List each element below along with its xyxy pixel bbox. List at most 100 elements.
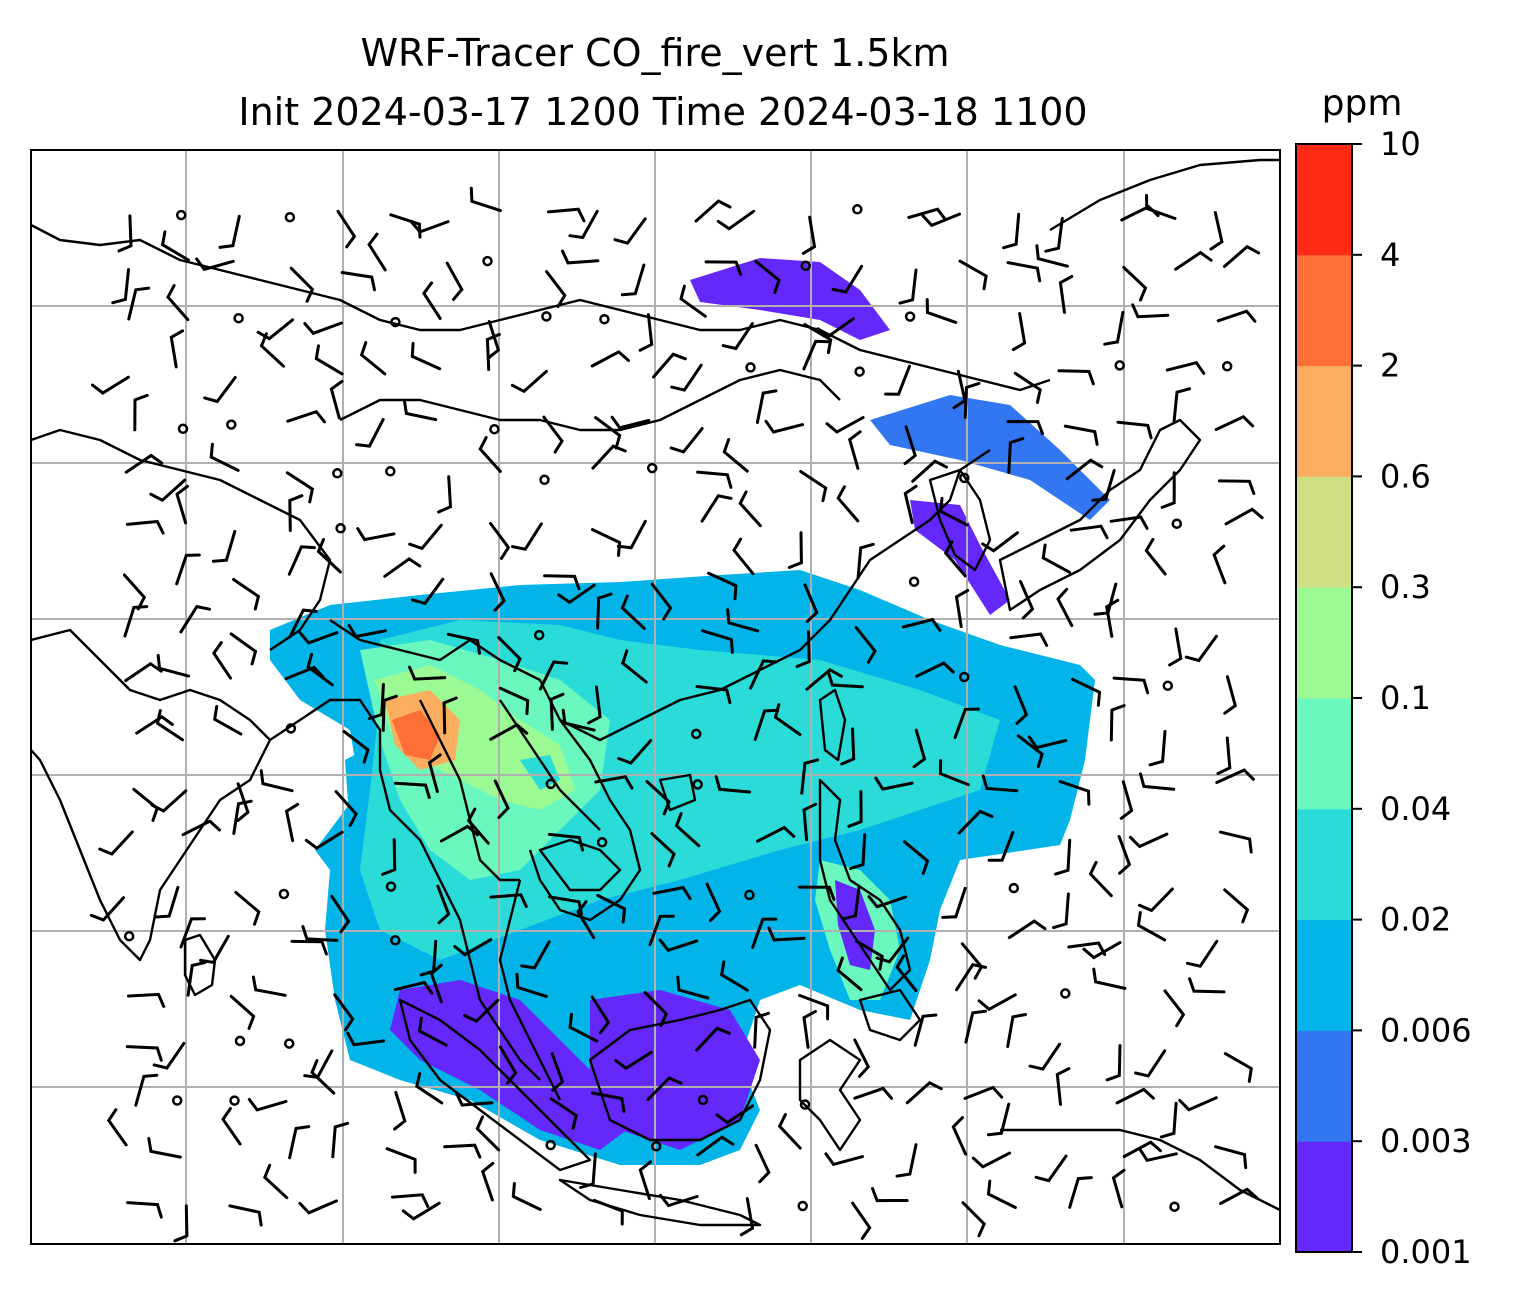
wind-barb	[694, 199, 732, 223]
wind-barb	[854, 626, 877, 664]
wind-barb	[646, 1076, 683, 1101]
wind-barb	[802, 339, 831, 371]
wind-barb	[175, 484, 189, 525]
wind-barb	[695, 1026, 731, 1052]
wind-barb	[117, 214, 133, 253]
wind-barb	[422, 281, 442, 320]
wind-barb	[874, 776, 914, 791]
wind-barb	[1006, 420, 1044, 436]
wind-barb	[179, 917, 206, 949]
calm-wind-marker	[958, 671, 970, 683]
wind-barb	[911, 459, 948, 483]
wind-barb	[912, 728, 927, 769]
wind-barb	[1034, 1154, 1068, 1183]
wind-barb	[617, 739, 653, 765]
calm-wind-marker	[489, 423, 500, 435]
border-cambodia	[538, 838, 622, 892]
title-line-2: Init 2024-03-17 1200 Time 2024-03-18 110…	[238, 90, 1087, 134]
wind-barb	[1007, 919, 1047, 940]
wind-barb	[831, 264, 864, 294]
wind-barb	[1103, 310, 1125, 346]
wind-barb	[797, 885, 836, 901]
wind-barb	[123, 605, 149, 638]
field-northeast-plume	[870, 395, 1110, 520]
wind-barb	[89, 896, 125, 922]
wind-barb	[1160, 471, 1176, 509]
wind-barb	[480, 1161, 495, 1202]
wind-barb	[964, 1009, 988, 1044]
wind-barb	[1058, 780, 1091, 806]
wind-barb	[329, 379, 344, 420]
wind-barb	[127, 992, 166, 1008]
wind-barb	[620, 594, 646, 630]
border-china-west	[31, 428, 332, 651]
wind-barb	[568, 1012, 599, 1043]
calm-wind-marker	[904, 311, 916, 322]
wind-barb	[1223, 888, 1250, 924]
wind-barb	[1011, 312, 1027, 352]
wind-barb	[1214, 415, 1255, 431]
wind-barb	[367, 232, 387, 272]
calm-wind-marker	[233, 312, 244, 324]
wind-barb	[469, 186, 502, 213]
wind-barb	[613, 217, 647, 245]
wind-barb	[849, 833, 867, 870]
wind-barb	[986, 1102, 1011, 1137]
wind-barb	[726, 608, 760, 633]
field-malaya-low	[390, 980, 640, 1150]
colorbar-segment	[1296, 254, 1352, 367]
colorbar-tick-label: 0.02	[1380, 901, 1451, 939]
wind-barb	[385, 1147, 417, 1174]
coast-mindanao	[858, 988, 922, 1042]
wind-barb	[286, 409, 326, 424]
wind-barb	[767, 926, 806, 942]
wind-barb	[614, 1050, 653, 1071]
wind-barb	[1056, 587, 1074, 628]
wind-barb	[489, 572, 506, 612]
calm-wind-marker	[745, 362, 756, 373]
wind-barb	[333, 993, 355, 1032]
wind-barb	[1218, 830, 1253, 854]
wind-barb	[1054, 838, 1072, 876]
colorbar-segment	[1296, 587, 1352, 699]
wind-barb	[498, 1045, 518, 1085]
wind-barb	[798, 993, 830, 1021]
wind-barb	[288, 608, 318, 639]
wind-barb	[124, 453, 164, 474]
colorbar-tick-label: 0.3	[1380, 568, 1431, 606]
colorbar-unit: ppm	[1322, 83, 1403, 124]
wind-barb	[594, 775, 634, 790]
colorbar-segment	[1296, 808, 1352, 921]
wind-barb	[957, 809, 994, 835]
calm-wind-marker	[744, 889, 755, 901]
wind-barb	[381, 694, 398, 732]
wind-barb	[1069, 524, 1109, 540]
wind-barb	[907, 207, 947, 222]
wind-barb	[316, 538, 342, 574]
wind-barb	[306, 653, 334, 687]
wind-barb	[156, 653, 190, 678]
wind-barb	[346, 1031, 386, 1047]
wind-barb	[594, 416, 622, 450]
wind-barb	[903, 840, 930, 875]
calm-wind-marker	[1114, 360, 1125, 371]
wind-barb	[284, 802, 300, 843]
wind-barb	[538, 660, 569, 691]
wind-barb	[695, 685, 732, 705]
wind-barb	[1224, 507, 1264, 526]
wind-barb	[722, 438, 749, 473]
wind-barb	[719, 960, 749, 992]
wind-barb	[674, 812, 701, 848]
wind-barb	[1165, 360, 1206, 375]
wind-barb	[590, 1091, 626, 1113]
wind-barb	[446, 632, 481, 655]
wind-barb	[1223, 1052, 1253, 1083]
coast-bay-bengal-east	[269, 698, 541, 1081]
wind-barb	[840, 727, 856, 766]
wind-barb	[290, 939, 328, 956]
wind-barb	[1138, 1147, 1178, 1162]
wind-barb	[232, 799, 253, 835]
wind-barb	[203, 376, 237, 404]
wind-barb	[670, 363, 703, 392]
wind-barb	[650, 832, 676, 868]
